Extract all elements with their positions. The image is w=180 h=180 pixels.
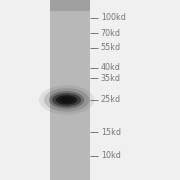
Ellipse shape (56, 95, 77, 105)
Ellipse shape (44, 88, 89, 112)
Ellipse shape (39, 85, 94, 114)
Text: 70kd: 70kd (101, 29, 121, 38)
Ellipse shape (49, 91, 84, 109)
Ellipse shape (52, 93, 81, 107)
Bar (50, 0, 90, 180)
Text: 15kd: 15kd (101, 128, 121, 137)
Bar (50, 0, 90, 11)
Text: 100kd: 100kd (101, 14, 126, 22)
Text: 10kd: 10kd (101, 151, 121, 160)
Text: 55kd: 55kd (101, 43, 121, 52)
Ellipse shape (60, 97, 74, 103)
Text: 35kd: 35kd (101, 74, 121, 83)
Text: 25kd: 25kd (101, 95, 121, 104)
Text: 40kd: 40kd (101, 63, 121, 72)
